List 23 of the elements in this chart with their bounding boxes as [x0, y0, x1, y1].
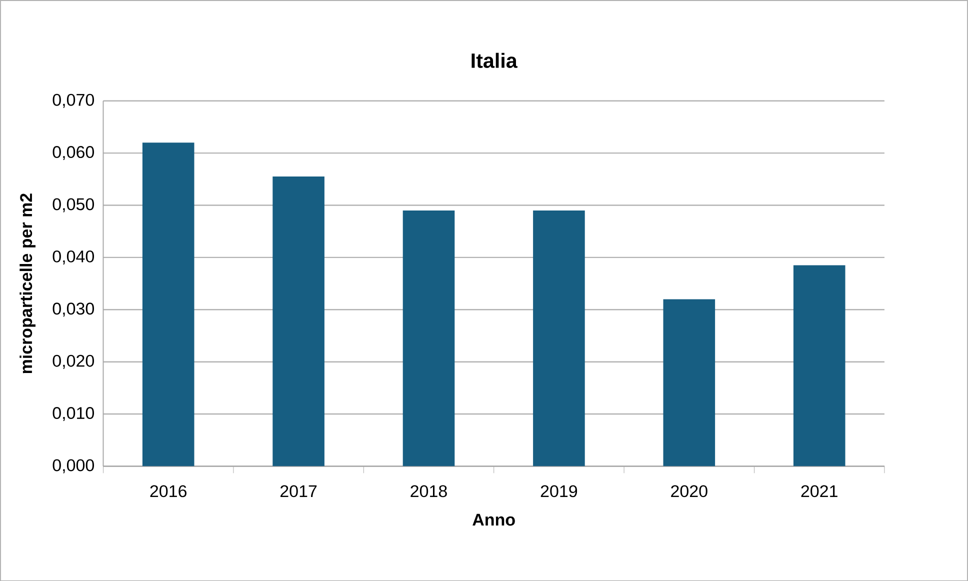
chart-title: Italia [472, 52, 518, 68]
y-tick-label: 0,020 [52, 354, 94, 369]
bar [533, 210, 585, 466]
y-tick-label: 0,060 [52, 146, 94, 160]
y-tick-label: 0,070 [52, 94, 94, 108]
x-tick-label: 2016 [150, 485, 186, 497]
y-tick-label: 0,030 [52, 302, 94, 316]
x-tick-label: 2021 [801, 485, 838, 497]
bar [272, 176, 324, 466]
x-tick-label: 2019 [540, 485, 578, 497]
x-tick-label: 2018 [410, 485, 447, 497]
y-tick-label: 0,040 [52, 250, 94, 264]
bar [793, 265, 846, 466]
y-tick-label: 0,000 [52, 459, 94, 474]
y-axis-title: microparticelle per m2 [20, 193, 36, 373]
y-tick-label: 0,010 [52, 406, 94, 421]
y-tick-label: 0,050 [52, 198, 94, 212]
bar [402, 210, 455, 466]
x-axis-title: Anno [472, 514, 515, 526]
bar [663, 299, 716, 466]
bar [142, 142, 194, 466]
x-tick-label: 2017 [280, 485, 317, 497]
x-tick-label: 2020 [671, 485, 708, 497]
